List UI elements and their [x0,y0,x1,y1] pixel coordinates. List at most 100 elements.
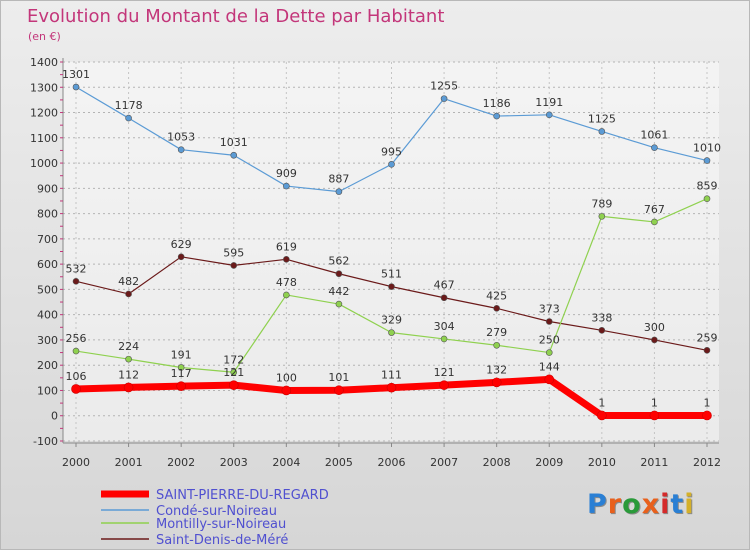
y-tick-label: 700 [37,233,58,246]
data-point [651,336,658,344]
data-point [545,318,553,325]
data-point [544,374,555,385]
y-tick-label: 1100 [30,132,58,145]
data-label: 789 [591,197,612,210]
data-label: 279 [486,326,507,339]
x-tick-label: 2002 [167,456,195,469]
data-point [703,195,711,202]
legend-entry: Montilly-sur-Noireau [156,517,286,532]
data-label: 101 [328,371,349,384]
data-point [230,262,238,269]
data-label: 1 [651,396,658,409]
data-point [72,278,80,285]
data-point [388,283,395,290]
logo-letter: t [670,489,685,520]
data-point [334,385,344,396]
data-point [177,253,185,261]
data-label: 259 [697,331,718,344]
series-3: 532 482 629 595 619 562 511 467 425 373 338 300 259 [66,238,718,354]
x-tick-label: 2003 [220,456,248,469]
data-label: 859 [697,180,718,193]
data-point [72,347,80,355]
data-label: 329 [381,314,402,327]
data-point [651,218,658,226]
data-label: 1125 [588,112,616,125]
data-label: 111 [381,369,402,382]
y-tick-label: 1200 [30,107,58,120]
logo-letter: x [641,489,661,520]
data-point [176,381,186,391]
data-label: 144 [539,360,560,373]
x-tick-label: 2007 [430,456,458,469]
data-point [598,213,606,220]
data-label: 1061 [640,129,668,142]
data-point [493,305,500,312]
data-label: 112 [118,368,139,381]
legend-entry: Condé-sur-Noireau [156,504,277,519]
data-point [335,270,343,278]
proxiti-logo: Proxiti [587,489,695,520]
data-label: 532 [66,262,87,275]
data-label: 425 [486,289,507,302]
x-tick-label: 2005 [325,456,353,469]
data-point [177,146,185,153]
data-point [228,380,239,390]
data-point [177,364,185,371]
data-point [386,382,397,393]
data-label: 595 [223,246,244,259]
data-point [703,157,711,164]
y-tick-label: 0 [51,410,58,423]
data-label: 1031 [220,136,248,149]
y-tick-label: 400 [37,309,58,322]
data-point [597,410,607,421]
data-point [491,377,502,388]
data-label: 909 [276,167,297,180]
data-label: 767 [644,203,665,216]
data-point [335,300,343,308]
logo-letter: i [660,489,671,520]
data-point [703,346,711,354]
data-label: 304 [434,320,455,333]
data-label: 121 [434,366,455,379]
data-label: 629 [171,238,192,251]
data-label: 1255 [430,80,458,93]
data-label: 562 [328,255,349,268]
data-point [125,355,132,363]
y-tick-label: 800 [37,208,58,221]
y-tick-label: 100 [37,384,58,397]
logo-letter: P [587,489,608,520]
x-tick-label: 2011 [640,456,668,469]
data-label: 482 [118,275,139,288]
data-label: 467 [434,279,455,292]
x-tick-label: 2006 [378,456,406,469]
legend-entry: SAINT-PIERRE-DU-REGARD [156,488,329,503]
data-label: 256 [66,332,87,345]
data-label: 1010 [693,142,721,155]
data-point [125,114,132,122]
logo-letter: r [607,489,623,520]
chart-title: Evolution du Montant de la Dette par Hab… [27,6,445,27]
data-point [72,83,80,91]
data-point [283,182,290,190]
data-point [439,380,449,390]
y-tick-label: -100 [33,435,58,448]
x-tick-label: 2000 [62,456,90,469]
logo-letter: o [622,489,642,520]
data-label: 1 [704,396,711,409]
data-point [388,161,395,168]
data-point [598,327,606,334]
data-label: 132 [486,363,507,376]
data-point [283,291,290,299]
data-label: 887 [328,173,349,186]
gridlines: -100010020030040050060070080090010001100… [30,56,719,448]
data-label: 1053 [167,131,195,144]
data-label: 106 [66,370,87,383]
y-tick-label: 600 [37,258,58,271]
x-tick-label: 2004 [272,456,300,469]
data-label: 619 [276,240,297,253]
x-tick-label: 2010 [588,456,616,469]
data-label: 373 [539,302,560,315]
data-label: 1 [598,396,605,409]
